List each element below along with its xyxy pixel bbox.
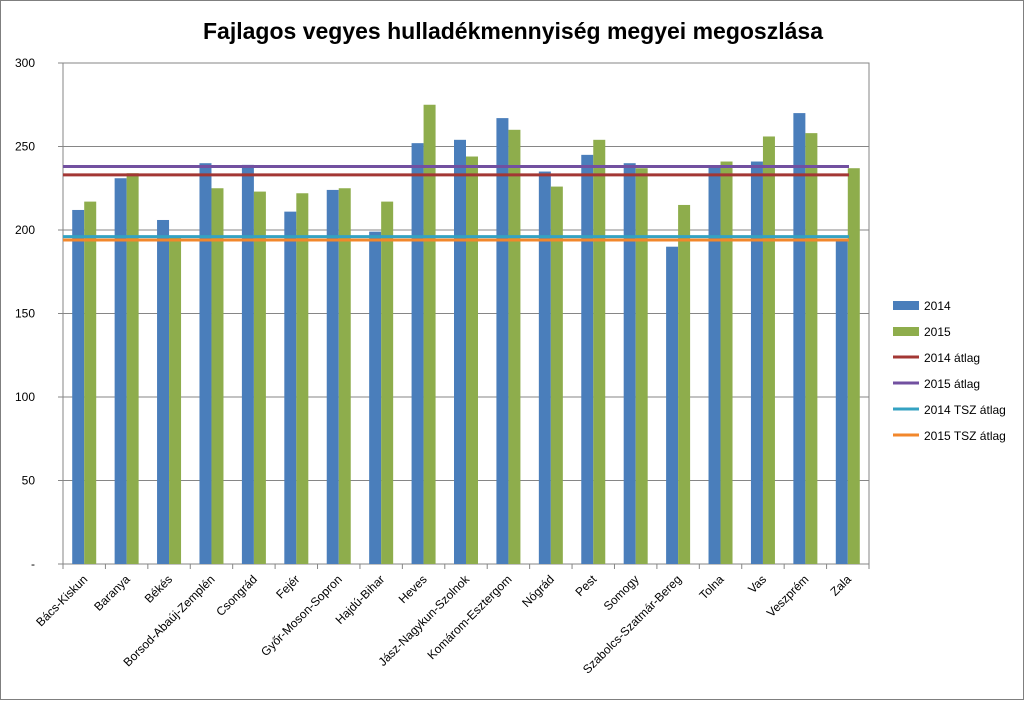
bar-2015-14	[635, 168, 648, 564]
bar-2015-19	[847, 168, 860, 564]
bar-2014-8	[369, 231, 382, 565]
bar-2015-3	[169, 236, 182, 564]
x-tick-label: Heves	[396, 572, 430, 606]
bar-2015-4	[211, 188, 224, 564]
bar-2014-13	[581, 154, 594, 564]
bar-2014-15	[666, 246, 679, 564]
y-tick-label: 150	[15, 307, 35, 321]
legend-label: 2015 TSZ átlag	[924, 429, 1006, 443]
x-tick-label: Vas	[745, 572, 769, 596]
bar-2014-10	[454, 139, 466, 564]
y-tick-label: 250	[15, 140, 35, 154]
x-tick-label: Győr-Moson-Sopron	[258, 572, 345, 659]
bar-2014-3	[157, 219, 170, 565]
bar-2014-2	[114, 178, 127, 565]
x-tick-label: Csongrád	[213, 572, 260, 619]
bar-2015-17	[762, 136, 775, 565]
bar-2014-5	[241, 164, 254, 564]
bar-2014-4	[199, 163, 212, 564]
legend-label: 2015	[924, 325, 951, 339]
bar-2015-5	[253, 191, 266, 564]
bar-2015-15	[678, 204, 691, 564]
bar-2015-13	[593, 139, 606, 564]
bar-2015-9	[423, 104, 436, 564]
y-tick-label: 50	[22, 474, 36, 488]
x-tick-label: Tolna	[696, 572, 726, 602]
x-tick-label: Zala	[828, 572, 855, 599]
bar-2014-18	[793, 113, 806, 564]
legend-swatch	[893, 301, 919, 310]
bar-2014-16	[708, 166, 721, 565]
legend-label: 2014 TSZ átlag	[924, 403, 1006, 417]
bar-2015-18	[805, 133, 818, 564]
bar-2015-2	[126, 173, 139, 564]
bar-2014-14	[623, 163, 636, 564]
x-tick-label: Somogy	[601, 572, 642, 613]
bar-2015-7	[338, 188, 351, 564]
bar-2014-9	[411, 143, 424, 564]
x-tick-label: Pest	[573, 572, 600, 599]
bar-2015-11	[508, 129, 521, 565]
bar-2014-17	[750, 161, 763, 564]
legend-swatch	[893, 327, 919, 336]
x-tick-label: Baranya	[91, 572, 133, 614]
legend-label: 2014 átlag	[924, 351, 980, 365]
bar-2014-1	[72, 209, 85, 564]
x-tick-label: Nógrád	[519, 572, 557, 610]
bar-2014-11	[496, 118, 509, 565]
bar-2015-8	[381, 201, 394, 565]
y-tick-label: 100	[15, 390, 35, 404]
bar-2014-12	[538, 171, 551, 565]
x-tick-label: Komárom-Esztergom	[424, 572, 514, 662]
x-tick-label: Békés	[142, 572, 175, 605]
y-tick-label: 300	[15, 56, 35, 70]
y-tick-label: -	[31, 557, 35, 571]
bar-2015-1	[84, 201, 97, 565]
x-tick-label: Veszprém	[764, 572, 812, 620]
legend-label: 2015 átlag	[924, 377, 980, 391]
bar-2015-12	[550, 186, 563, 564]
x-tick-label: Bács-Kiskun	[33, 572, 90, 629]
chart-title: Fajlagos vegyes hulladékmennyiség megyei…	[203, 18, 823, 44]
y-tick-label: 200	[15, 223, 35, 237]
bar-2015-16	[720, 161, 733, 564]
bar-2014-7	[326, 189, 339, 565]
bar-2015-6	[296, 193, 309, 564]
x-tick-label: Fejér	[273, 572, 302, 601]
bar-2014-19	[835, 240, 848, 564]
bar-2015-10	[466, 156, 478, 564]
legend-label: 2014	[924, 299, 951, 313]
bar-2014-6	[284, 211, 297, 564]
